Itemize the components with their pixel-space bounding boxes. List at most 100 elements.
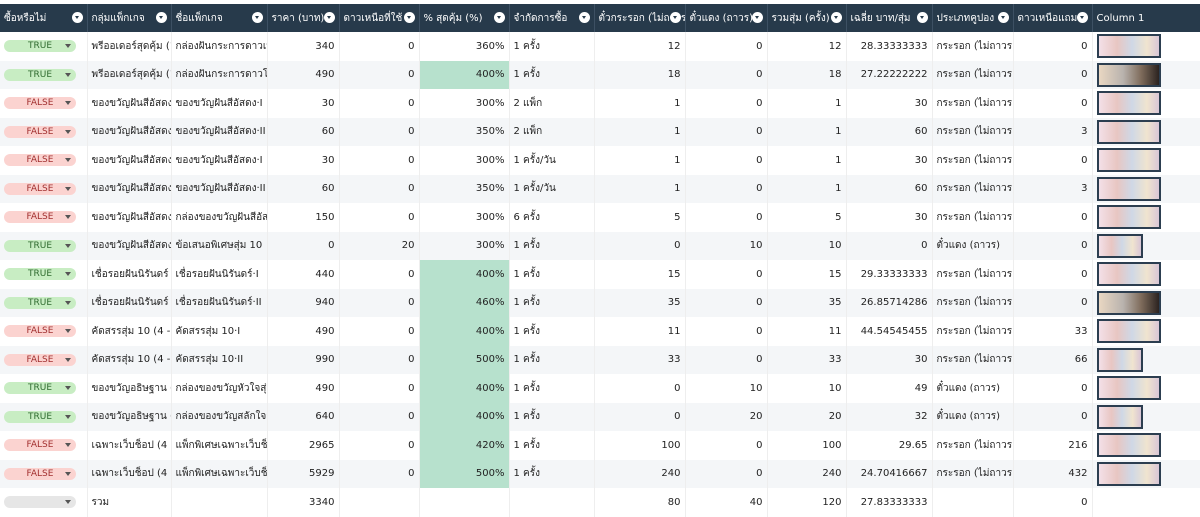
empty-cell[interactable]: [932, 488, 1014, 517]
total-avg-cell[interactable]: 27.83333333: [846, 488, 933, 517]
avg-baht-per-draw-cell[interactable]: 29.65: [846, 431, 933, 460]
buy-dropdown-chip[interactable]: [4, 496, 76, 509]
image-cell[interactable]: [1092, 174, 1200, 203]
filter-dropdown-icon[interactable]: [578, 12, 590, 23]
buy-dropdown-cell[interactable]: FALSE: [0, 459, 88, 488]
buy-dropdown-chip[interactable]: FALSE: [4, 154, 76, 167]
purchase-limit-cell[interactable]: 1 ครั้ง/วัน: [509, 174, 595, 203]
value-percent-cell[interactable]: 300%: [419, 146, 510, 175]
avg-baht-per-draw-cell[interactable]: 30: [846, 146, 933, 175]
buy-dropdown-cell[interactable]: TRUE: [0, 374, 88, 403]
image-cell[interactable]: [1092, 374, 1200, 403]
value-percent-cell[interactable]: 400%: [419, 402, 510, 431]
avg-baht-per-draw-cell[interactable]: 27.22222222: [846, 60, 933, 89]
bonus-stars-cell[interactable]: 0: [1013, 374, 1093, 403]
buy-dropdown-cell[interactable]: FALSE: [0, 345, 88, 374]
coupon-type-cell[interactable]: กระรอก (ไม่ถาวร): [932, 288, 1014, 317]
value-percent-cell[interactable]: 300%: [419, 89, 510, 118]
red-ticket-cell[interactable]: 0: [685, 146, 768, 175]
image-cell[interactable]: [1092, 32, 1200, 61]
price-cell[interactable]: 60: [267, 117, 340, 146]
stars-used-cell[interactable]: 0: [339, 374, 420, 403]
red-ticket-cell[interactable]: 0: [685, 459, 768, 488]
coupon-type-cell[interactable]: กระรอก (ไม่ถาวร): [932, 32, 1014, 61]
bonus-stars-cell[interactable]: 216: [1013, 431, 1093, 460]
red-ticket-cell[interactable]: 0: [685, 174, 768, 203]
total-draws-cell[interactable]: 18: [767, 60, 847, 89]
coupon-type-cell[interactable]: ตั๋วแดง (ถาวร): [932, 374, 1014, 403]
group-cell[interactable]: ของขวัญฝันสีอัสดง 1: [87, 231, 172, 260]
price-cell[interactable]: 150: [267, 203, 340, 232]
group-cell[interactable]: ของขวัญฝันสีอัสดง 1: [87, 203, 172, 232]
package-name-cell[interactable]: กล่องฝันกระการดาวโคม: [171, 60, 268, 89]
total-draws-cell[interactable]: 15: [767, 260, 847, 289]
bonus-stars-cell[interactable]: 0: [1013, 60, 1093, 89]
coupon-type-cell[interactable]: กระรอก (ไม่ถาวร): [932, 146, 1014, 175]
total-squirrel-cell[interactable]: 80: [594, 488, 686, 517]
coupon-type-cell[interactable]: กระรอก (ไม่ถาวร): [932, 89, 1014, 118]
purchase-limit-cell[interactable]: 1 ครั้ง/วัน: [509, 146, 595, 175]
group-cell[interactable]: คัดสรรสุ่ม 10 (4 - 14: [87, 345, 172, 374]
image-cell[interactable]: [1092, 146, 1200, 175]
squirrel-ticket-cell[interactable]: 12: [594, 32, 686, 61]
purchase-limit-cell[interactable]: 2 แพ็ก: [509, 89, 595, 118]
package-name-cell[interactable]: เชื่อรอยฝันนิรันดร์·I: [171, 260, 268, 289]
value-percent-cell[interactable]: 420%: [419, 431, 510, 460]
price-cell[interactable]: 940: [267, 288, 340, 317]
column-header[interactable]: ราคา (บาท): [267, 4, 340, 32]
stars-used-cell[interactable]: 0: [339, 203, 420, 232]
buy-dropdown-chip[interactable]: TRUE: [4, 410, 76, 423]
price-cell[interactable]: 2965: [267, 431, 340, 460]
coupon-type-cell[interactable]: กระรอก (ไม่ถาวร): [932, 345, 1014, 374]
purchase-limit-cell[interactable]: 1 ครั้ง: [509, 402, 595, 431]
purchase-limit-cell[interactable]: 6 ครั้ง: [509, 203, 595, 232]
total-price-cell[interactable]: 3340: [267, 488, 340, 517]
filter-dropdown-icon[interactable]: [830, 12, 842, 23]
buy-dropdown-cell[interactable]: [0, 488, 88, 517]
buy-dropdown-cell[interactable]: TRUE: [0, 231, 88, 260]
stars-used-cell[interactable]: 0: [339, 60, 420, 89]
squirrel-ticket-cell[interactable]: 0: [594, 402, 686, 431]
group-cell[interactable]: พรีออเดอร์สุดคุ้ม (1 -: [87, 60, 172, 89]
buy-dropdown-chip[interactable]: TRUE: [4, 296, 76, 309]
buy-dropdown-cell[interactable]: TRUE: [0, 402, 88, 431]
bonus-stars-cell[interactable]: 0: [1013, 260, 1093, 289]
image-cell[interactable]: [1092, 203, 1200, 232]
buy-dropdown-cell[interactable]: FALSE: [0, 174, 88, 203]
value-percent-cell[interactable]: 300%: [419, 203, 510, 232]
value-percent-cell[interactable]: 500%: [419, 345, 510, 374]
value-percent-cell[interactable]: 400%: [419, 317, 510, 346]
stars-used-cell[interactable]: 0: [339, 345, 420, 374]
stars-used-cell[interactable]: 0: [339, 288, 420, 317]
bonus-stars-cell[interactable]: 0: [1013, 288, 1093, 317]
avg-baht-per-draw-cell[interactable]: 24.70416667: [846, 459, 933, 488]
image-cell[interactable]: [1092, 260, 1200, 289]
bonus-stars-cell[interactable]: 0: [1013, 231, 1093, 260]
group-cell[interactable]: เชื่อรอยฝันนิรันดร์ (4: [87, 260, 172, 289]
stars-used-cell[interactable]: 0: [339, 260, 420, 289]
filter-dropdown-icon[interactable]: [251, 12, 263, 23]
value-percent-cell[interactable]: 360%: [419, 32, 510, 61]
buy-dropdown-cell[interactable]: FALSE: [0, 203, 88, 232]
purchase-limit-cell[interactable]: 2 แพ็ก: [509, 117, 595, 146]
red-ticket-cell[interactable]: 0: [685, 431, 768, 460]
stars-used-cell[interactable]: 0: [339, 89, 420, 118]
package-name-cell[interactable]: ข้อเสนอพิเศษสุ่ม 10: [171, 231, 268, 260]
squirrel-ticket-cell[interactable]: 0: [594, 374, 686, 403]
stars-used-cell[interactable]: 0: [339, 459, 420, 488]
filter-dropdown-icon[interactable]: [997, 12, 1009, 23]
squirrel-ticket-cell[interactable]: 100: [594, 431, 686, 460]
group-cell[interactable]: ของขวัญอธิษฐาน (1: [87, 374, 172, 403]
total-draws-cell[interactable]: 1: [767, 117, 847, 146]
package-name-cell[interactable]: คัดสรรสุ่ม 10·II: [171, 345, 268, 374]
stars-used-cell[interactable]: 0: [339, 431, 420, 460]
image-cell[interactable]: [1092, 231, 1200, 260]
buy-dropdown-cell[interactable]: FALSE: [0, 317, 88, 346]
value-percent-cell[interactable]: 400%: [419, 260, 510, 289]
buy-dropdown-cell[interactable]: FALSE: [0, 89, 88, 118]
squirrel-ticket-cell[interactable]: 1: [594, 89, 686, 118]
group-cell[interactable]: ของขวัญฝันสีอัสดง 1: [87, 174, 172, 203]
image-cell[interactable]: [1092, 117, 1200, 146]
buy-dropdown-chip[interactable]: FALSE: [4, 97, 76, 110]
coupon-type-cell[interactable]: กระรอก (ไม่ถาวร): [932, 459, 1014, 488]
